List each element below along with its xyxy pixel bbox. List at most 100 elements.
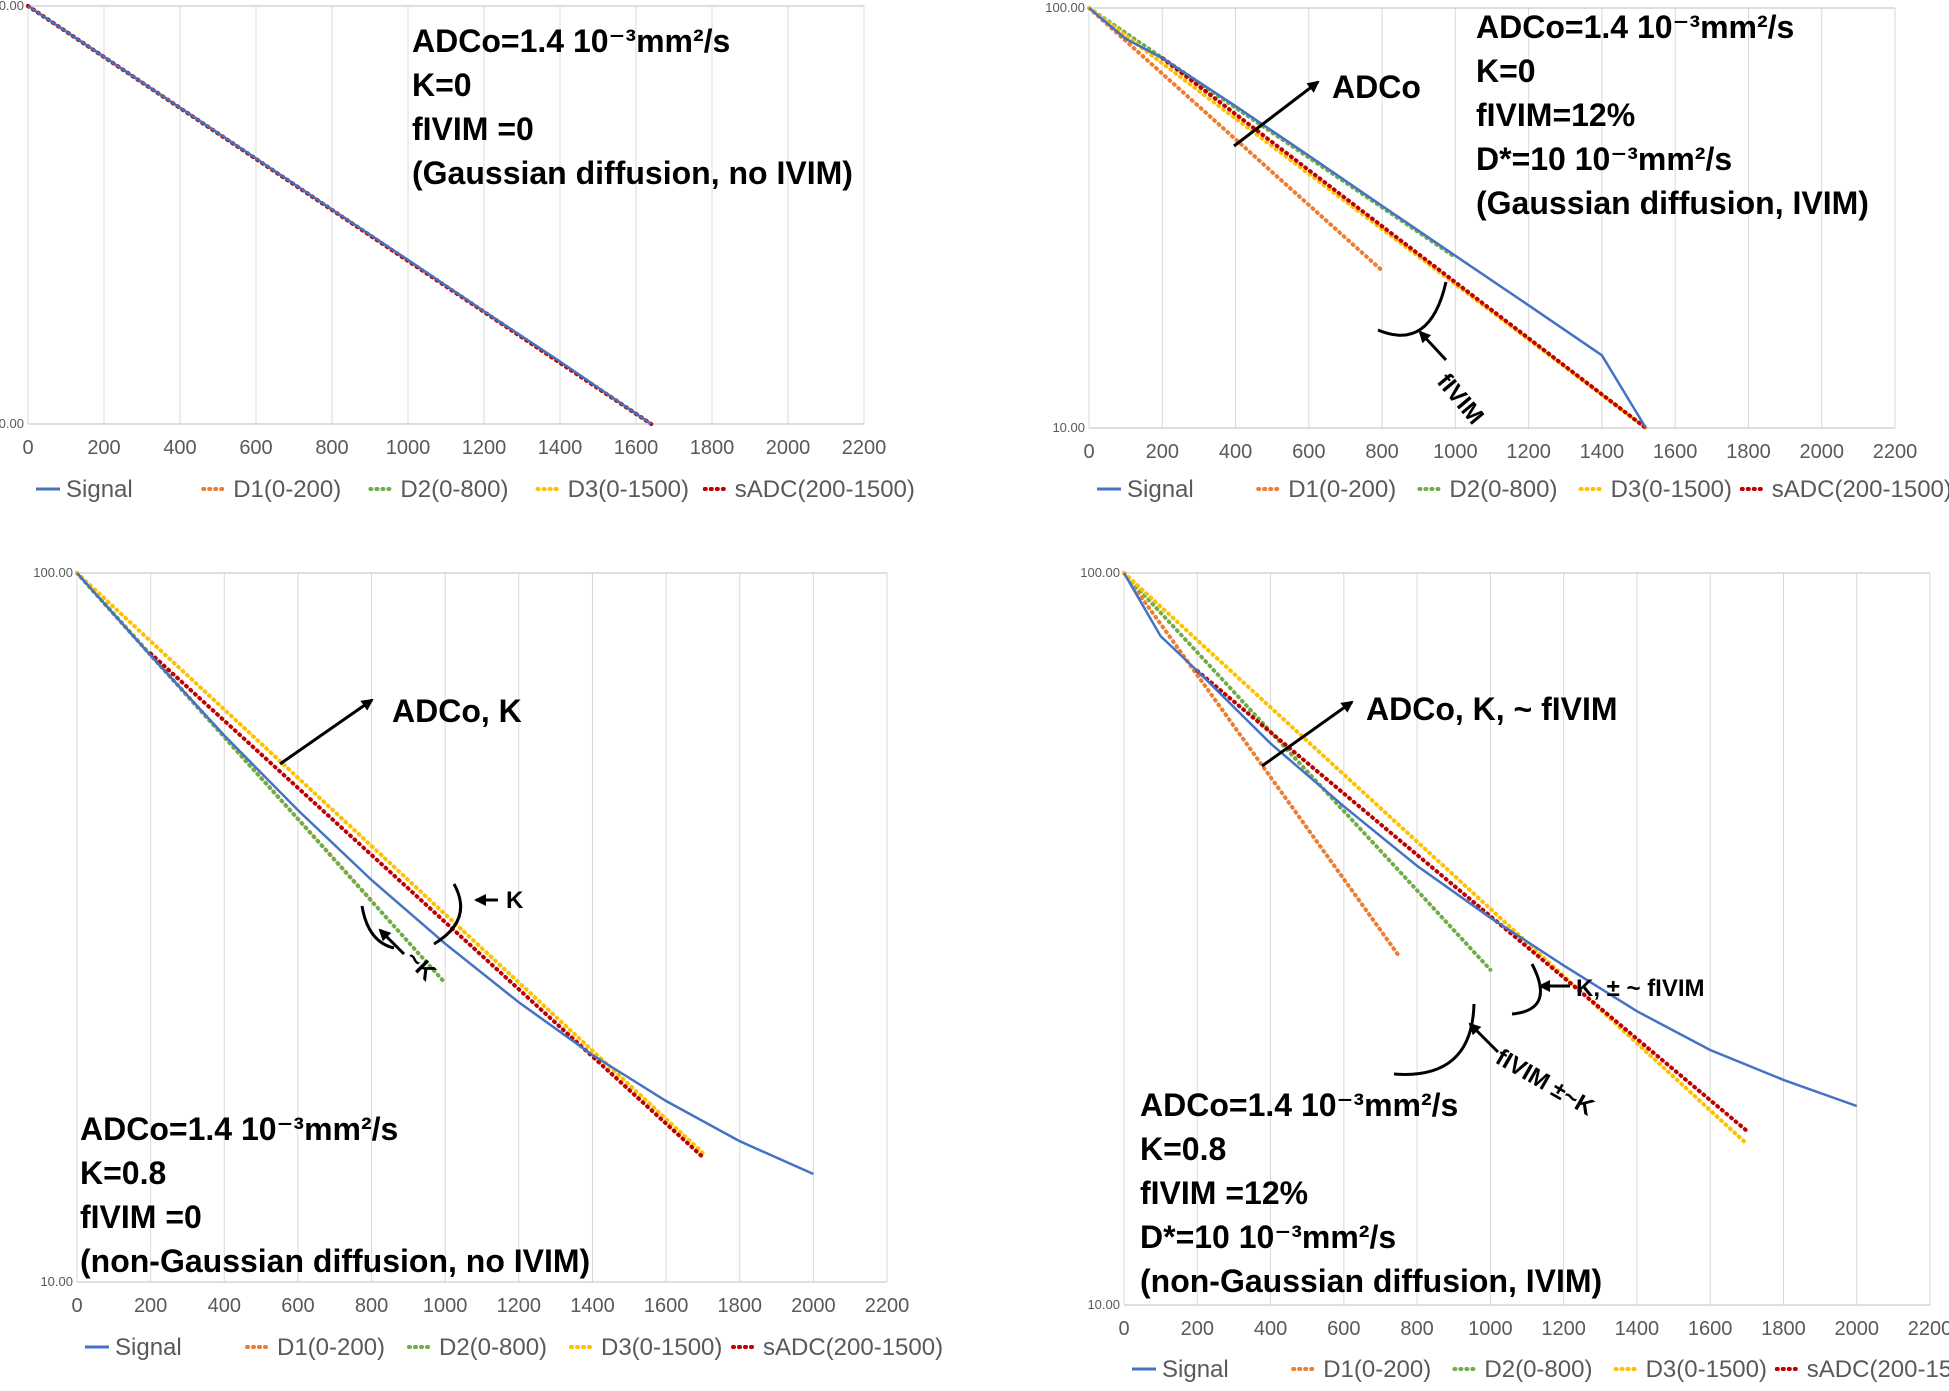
series-line-d3-0-1500 <box>75 571 705 1156</box>
x-tick-label: 1600 <box>614 437 659 459</box>
x-tick-label: 2000 <box>1799 441 1844 463</box>
legend-label: D2(0-800) <box>400 476 508 503</box>
series-line-signal <box>1088 7 1647 429</box>
legend-label: D2(0-800) <box>1484 1356 1592 1383</box>
x-tick-label: 1200 <box>1506 441 1551 463</box>
label-adco-k: ADCo, K <box>392 693 522 729</box>
label-adco: ADCo <box>1332 69 1421 105</box>
legend-label: D3(0-1500) <box>601 1334 722 1361</box>
legend-label: D2(0-800) <box>439 1334 547 1361</box>
x-tick-label: 600 <box>1292 441 1325 463</box>
arrow-adco-k <box>279 698 374 766</box>
bracket-fivim <box>1377 281 1448 337</box>
x-tick-label: 2200 <box>1873 441 1918 463</box>
x-tick-label: 1800 <box>717 1295 762 1317</box>
y-tick-label: 10.00 <box>0 416 24 431</box>
legend-label: D1(0-200) <box>233 476 341 503</box>
series-line-d2-0-800 <box>1122 571 1493 972</box>
legend-label: Signal <box>115 1334 182 1361</box>
legend-label: Signal <box>1127 476 1194 503</box>
x-tick-label: 1400 <box>1580 441 1625 463</box>
label-approx-k: ~K <box>400 945 442 987</box>
x-tick-label: 800 <box>1365 441 1398 463</box>
annotation-k: K=0 <box>412 67 472 103</box>
x-tick-label: 0 <box>1118 1318 1129 1340</box>
x-tick-label: 600 <box>281 1295 314 1317</box>
x-tick-label: 0 <box>1083 441 1094 463</box>
legend-label: D3(0-1500) <box>1646 1356 1767 1383</box>
annotation-k: K=0.8 <box>1140 1131 1226 1167</box>
x-tick-label: 800 <box>315 437 348 459</box>
x-tick-label: 1000 <box>423 1295 468 1317</box>
y-tick-label: 100.00 <box>0 0 24 13</box>
label-fivim: fIVIM <box>1431 369 1489 430</box>
series-line-sadc-200-1500 <box>1195 668 1749 1133</box>
x-tick-label: 1000 <box>386 437 431 459</box>
arrow-adco-k-fivim <box>1261 700 1354 768</box>
legend-label: D1(0-200) <box>1288 476 1396 503</box>
x-tick-label: 200 <box>1181 1318 1214 1340</box>
x-tick-label: 2000 <box>766 437 811 459</box>
x-tick-label: 200 <box>134 1295 167 1317</box>
chart-panel-non-gaussian-ivim: 0 200 400 600 800 1000 1200 1400 1600 1800 2000 220… <box>1080 565 1949 1383</box>
x-tick-label: 1400 <box>1615 1318 1660 1340</box>
label-k-fivim: K, ± ~ fIVIM <box>1576 975 1705 1002</box>
series-line-signal <box>76 572 814 1176</box>
legend-label: D2(0-800) <box>1449 476 1557 503</box>
legend-label: sADC(200-1500) <box>1772 476 1949 503</box>
series-line-d2-0-800 <box>1087 6 1458 260</box>
annotation-adco: ADCo=1.4 10⁻³mm²/s <box>1476 9 1794 45</box>
annotations: ADCo=1.4 10⁻³mm²/s K=0 fIVIM=12% D*=10 1… <box>1233 9 1869 430</box>
x-tick-label: 600 <box>239 437 272 459</box>
annotations: ADCo, K K ~K ADCo=1.4 10⁻³mm²/s K=0.8 fI… <box>80 693 590 1279</box>
label-adco-k-fivim: ADCo, K, ~ fIVIM <box>1366 691 1618 727</box>
x-tick-label: 2200 <box>842 437 887 459</box>
annotation-adco: ADCo=1.4 10⁻³mm²/s <box>412 23 730 59</box>
chart-panel-gaussian-ivim: 0 200 400 600 800 1000 1200 1400 1600 1800 2000 220… <box>1045 0 1949 503</box>
x-tick-label: 400 <box>163 437 196 459</box>
label-k: K <box>506 887 524 914</box>
x-tick-label: 1800 <box>690 437 735 459</box>
legend-label: D1(0-200) <box>1323 1356 1431 1383</box>
legend-label: sADC(200-1500) <box>1807 1356 1949 1383</box>
y-tick-label: 10.00 <box>40 1274 73 1289</box>
x-tick-label: 1600 <box>644 1295 689 1317</box>
annotation-k: K=0.8 <box>80 1155 166 1191</box>
x-tick-label: 2000 <box>791 1295 836 1317</box>
y-tick-label: 100.00 <box>1045 0 1085 15</box>
legend-label: D3(0-1500) <box>568 476 689 503</box>
x-tick-label: 200 <box>87 437 120 459</box>
x-tick-label: 1000 <box>1468 1318 1513 1340</box>
bracket-k <box>433 883 463 946</box>
legend-label: Signal <box>66 476 133 503</box>
x-tick-label: 1800 <box>1761 1318 1806 1340</box>
x-tick-label: 1600 <box>1688 1318 1733 1340</box>
annotations: ADCo, K, ~ fIVIM K, ± ~ fIVIM fIVIM ±~K … <box>1140 691 1705 1299</box>
x-tick-label: 600 <box>1327 1318 1360 1340</box>
annotation-adco: ADCo=1.4 10⁻³mm²/s <box>1140 1087 1458 1123</box>
x-tick-label: 1200 <box>497 1295 542 1317</box>
x-tick-label: 1600 <box>1653 441 1698 463</box>
annotation-description: (non-Gaussian diffusion, IVIM) <box>1140 1263 1602 1299</box>
legend-label: D3(0-1500) <box>1611 476 1732 503</box>
x-tick-label: 2000 <box>1834 1318 1879 1340</box>
annotation-fivim: fIVIM =0 <box>80 1199 202 1235</box>
annotation-dstar: D*=10 10⁻³mm²/s <box>1476 141 1732 177</box>
arrow-adco <box>1233 80 1320 148</box>
x-tick-label: 400 <box>1254 1318 1287 1340</box>
x-tick-label: 400 <box>208 1295 241 1317</box>
arrow-fivim <box>1418 330 1448 362</box>
legend-label: D1(0-200) <box>277 1334 385 1361</box>
arrow-approx-k <box>378 928 406 956</box>
x-tick-label: 1400 <box>570 1295 615 1317</box>
legend-label: Signal <box>1162 1356 1229 1383</box>
annotations: ADCo=1.4 10⁻³mm²/s K=0 fIVIM =0 (Gaussia… <box>412 23 853 191</box>
x-tick-label: 1800 <box>1726 441 1771 463</box>
series-line-sadc-200-1500 <box>1160 56 1648 430</box>
annotation-description: (non-Gaussian diffusion, no IVIM) <box>80 1243 590 1279</box>
x-tick-label: 0 <box>71 1295 82 1317</box>
x-tick-label: 200 <box>1146 441 1179 463</box>
x-tick-label: 0 <box>22 437 33 459</box>
x-tick-label: 2200 <box>1908 1318 1949 1340</box>
